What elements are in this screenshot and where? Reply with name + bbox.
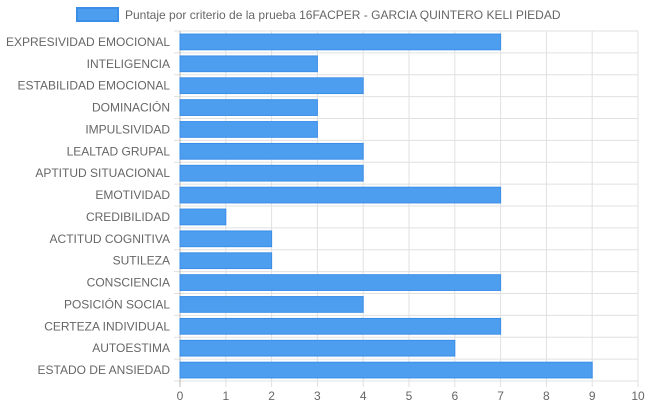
bar[interactable] [179,230,273,248]
bar[interactable] [179,252,273,270]
legend-label[interactable]: Puntaje por criterio de la prueba 16FACP… [125,8,561,22]
category-label: IMPULSIVIDAD [85,122,170,136]
bar[interactable] [179,33,502,51]
x-tick-label: 2 [268,389,275,403]
category-label: CERTEZA INDIVIDUAL [44,319,170,333]
x-tick-label: 5 [406,389,413,403]
x-tick-label: 0 [177,389,184,403]
category-label: INTELIGENCIA [87,57,170,71]
category-label: EMOTIVIDAD [95,188,170,202]
category-label: DOMINACIÓN [92,100,170,115]
category-label: EXPRESIVIDAD EMOCIONAL [6,35,170,49]
category-label: SUTILEZA [113,254,170,268]
category-label: APTITUD SITUACIONAL [35,166,170,180]
category-label: ESTABILIDAD EMOCIONAL [18,79,171,93]
category-labels: EXPRESIVIDAD EMOCIONAL INTELIGENCIA ESTABI… [6,35,170,377]
x-tick-label: 8 [543,389,550,403]
category-label: CONSCIENCIA [87,276,170,290]
legend[interactable]: Puntaje por criterio de la prueba 16FACP… [76,7,561,22]
bar[interactable] [179,55,318,73]
bar[interactable] [179,274,502,291]
bar[interactable] [179,186,502,204]
bar[interactable] [179,317,502,335]
bar[interactable] [179,121,318,138]
legend-swatch[interactable] [76,7,119,22]
bar[interactable] [179,99,318,116]
bar[interactable] [179,339,456,357]
x-tick-labels: 0 1 2 3 4 5 6 7 8 9 10 [177,389,645,403]
x-tick-label: 3 [314,389,321,403]
category-label: POSICIÓN SOCIAL [64,296,170,311]
x-tick-label: 7 [497,389,504,403]
x-tick-label: 1 [222,389,229,403]
category-label: ACTITUD COGNITIVA [50,232,170,246]
bar[interactable] [179,142,364,160]
x-tick-label: 9 [589,389,596,403]
category-label: CREDIBILIDAD [86,210,170,224]
bar[interactable] [179,361,593,379]
bar[interactable] [179,296,364,313]
x-tick-label: 4 [360,389,367,403]
category-label: ESTADO DE ANSIEDAD [38,363,171,377]
bar[interactable] [179,77,364,95]
category-label: AUTOESTIMA [92,341,170,355]
category-label: LEALTAD GRUPAL [67,144,171,158]
x-tick-label: 10 [631,389,645,403]
bar[interactable] [179,164,364,182]
x-tick-label: 6 [451,389,458,403]
bars-layer [179,33,593,379]
bar[interactable] [179,208,227,226]
